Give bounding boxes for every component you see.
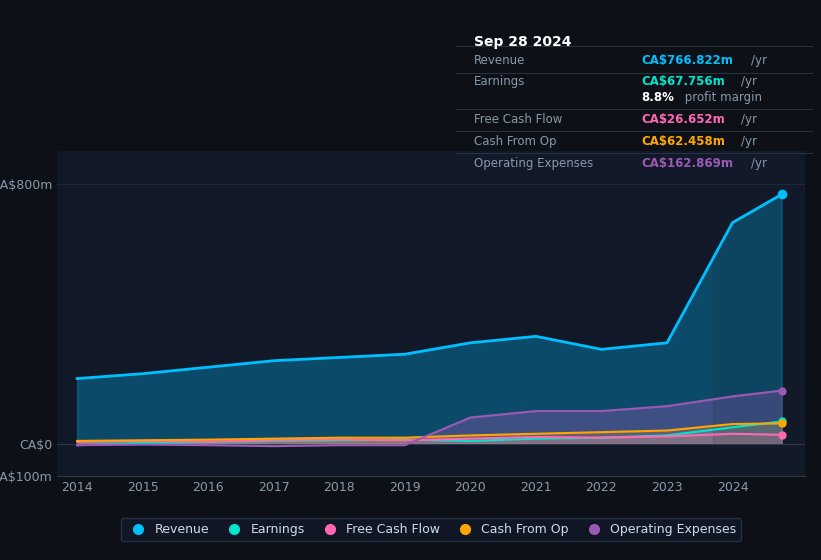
Text: Free Cash Flow: Free Cash Flow — [474, 113, 562, 126]
Text: 8.8%: 8.8% — [641, 91, 674, 104]
Text: CA$766.822m: CA$766.822m — [641, 54, 733, 67]
Text: /yr: /yr — [751, 54, 768, 67]
Text: Cash From Op: Cash From Op — [474, 135, 556, 148]
Bar — [713, 151, 805, 476]
Text: /yr: /yr — [751, 157, 768, 170]
Legend: Revenue, Earnings, Free Cash Flow, Cash From Op, Operating Expenses: Revenue, Earnings, Free Cash Flow, Cash … — [121, 518, 741, 541]
Text: Sep 28 2024: Sep 28 2024 — [474, 35, 571, 49]
Text: /yr: /yr — [741, 113, 757, 126]
Text: CA$26.652m: CA$26.652m — [641, 113, 725, 126]
Text: CA$67.756m: CA$67.756m — [641, 76, 725, 88]
Text: CA$162.869m: CA$162.869m — [641, 157, 733, 170]
Text: /yr: /yr — [741, 135, 757, 148]
Text: CA$62.458m: CA$62.458m — [641, 135, 725, 148]
Text: Revenue: Revenue — [474, 54, 525, 67]
Text: profit margin: profit margin — [681, 91, 763, 104]
Text: /yr: /yr — [741, 76, 757, 88]
Text: Earnings: Earnings — [474, 76, 525, 88]
Text: Operating Expenses: Operating Expenses — [474, 157, 593, 170]
